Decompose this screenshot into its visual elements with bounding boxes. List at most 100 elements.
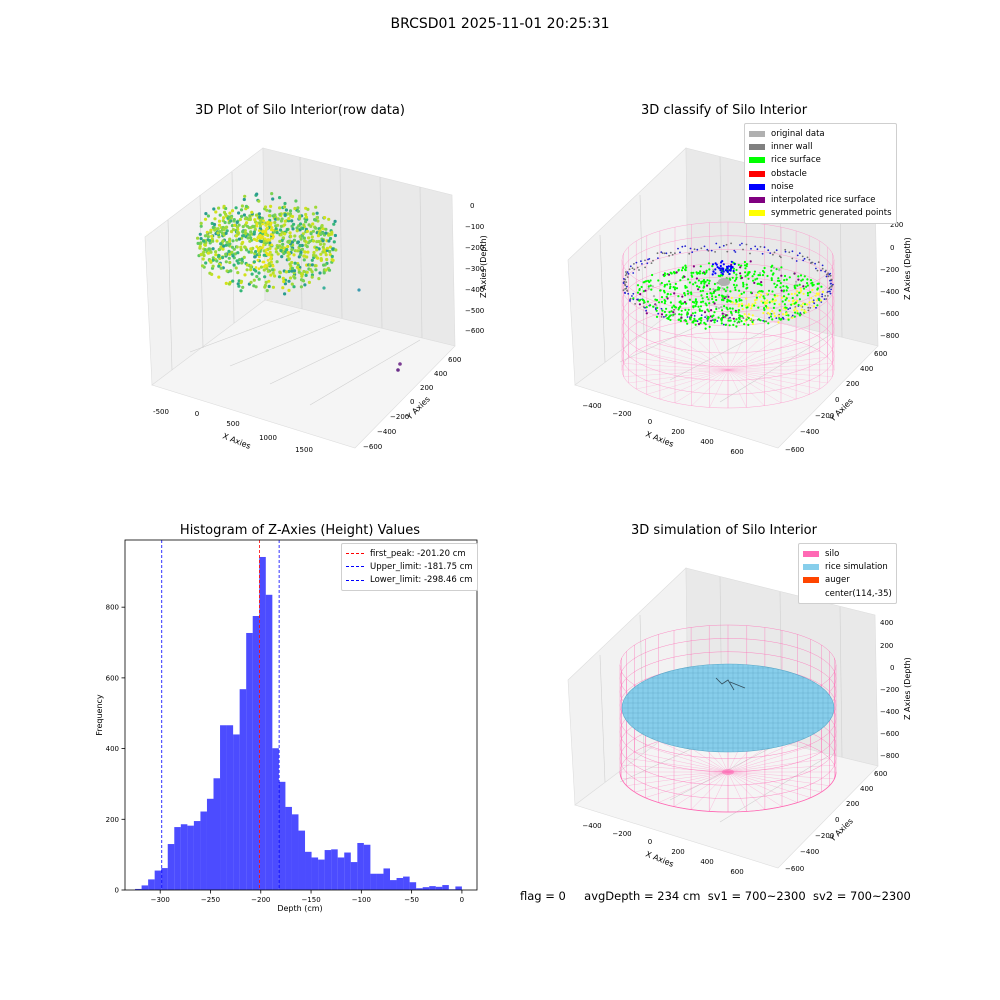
sim-xtick: 200 bbox=[671, 848, 684, 856]
classified-point bbox=[739, 272, 742, 275]
classified-point bbox=[796, 312, 799, 315]
noise-point bbox=[821, 264, 824, 267]
classified-point bbox=[660, 296, 664, 299]
classified-point bbox=[665, 295, 668, 298]
noise-point bbox=[696, 248, 699, 251]
legend-entry: interpolated rice surface bbox=[749, 193, 892, 206]
raw-point bbox=[218, 213, 222, 217]
classified-point bbox=[792, 299, 795, 302]
classified-point bbox=[809, 279, 813, 282]
classified-point bbox=[699, 305, 703, 308]
classified-point bbox=[790, 292, 793, 296]
raw-point bbox=[293, 261, 297, 265]
classified-point bbox=[686, 322, 689, 325]
classified-point bbox=[684, 286, 687, 289]
classified-point bbox=[777, 314, 780, 317]
classified-point bbox=[696, 285, 699, 288]
classify-ztick: 0 bbox=[890, 244, 894, 252]
raw-point bbox=[276, 252, 280, 256]
raw-point bbox=[260, 236, 264, 240]
raw-point bbox=[314, 254, 318, 258]
silo-floor-spoke bbox=[645, 746, 729, 773]
classified-point bbox=[699, 270, 702, 273]
sim-ztick: −400 bbox=[880, 708, 899, 716]
sim-ytick: 200 bbox=[846, 800, 859, 808]
noise-point bbox=[719, 269, 722, 272]
histogram-bars bbox=[135, 556, 462, 890]
raw-point bbox=[299, 237, 303, 241]
silo-floor-spoke bbox=[727, 334, 765, 371]
raw-point bbox=[224, 231, 228, 235]
raw-point bbox=[268, 209, 272, 213]
raw-point bbox=[290, 282, 294, 286]
raw-point bbox=[249, 250, 253, 254]
raw-point bbox=[310, 235, 314, 239]
raw-point bbox=[255, 192, 259, 196]
classified-point bbox=[708, 268, 711, 271]
raw-point bbox=[196, 236, 200, 240]
classified-point bbox=[738, 314, 741, 317]
raw-point bbox=[308, 263, 312, 267]
raw-point bbox=[198, 244, 202, 249]
raw-point bbox=[315, 211, 319, 215]
silo-floor-spoke bbox=[621, 764, 729, 773]
noise-point bbox=[656, 252, 659, 255]
raw-point bbox=[281, 276, 285, 280]
classified-point bbox=[708, 279, 711, 282]
noise-point bbox=[731, 314, 733, 316]
classified-point bbox=[743, 264, 747, 267]
noise-point bbox=[823, 298, 826, 300]
classified-point bbox=[684, 319, 687, 322]
raw-ztick: −400 bbox=[465, 286, 484, 294]
classified-point bbox=[669, 314, 672, 317]
silo-floor-spoke bbox=[727, 369, 820, 390]
raw-point bbox=[262, 219, 265, 223]
classified-point bbox=[745, 306, 748, 309]
raw-point bbox=[327, 217, 331, 221]
sim-ytick: 0 bbox=[835, 816, 839, 824]
classified-point bbox=[702, 278, 706, 282]
raw-point bbox=[203, 243, 207, 247]
raw-point bbox=[273, 220, 277, 225]
raw-point bbox=[317, 239, 321, 244]
raw-point bbox=[275, 231, 279, 235]
classified-point bbox=[773, 294, 776, 297]
legend-label: noise bbox=[771, 181, 794, 192]
raw-point bbox=[215, 259, 219, 263]
classified-point bbox=[704, 302, 707, 305]
raw-point bbox=[237, 211, 241, 215]
raw-point bbox=[211, 258, 215, 262]
classified-point bbox=[793, 315, 796, 318]
raw-point bbox=[278, 228, 283, 232]
raw-point bbox=[275, 260, 279, 264]
silo-floor-spoke bbox=[658, 771, 729, 803]
legend-label: silo bbox=[825, 548, 840, 559]
noise-point bbox=[756, 248, 759, 251]
silo-floor-spoke bbox=[727, 771, 747, 812]
classified-point bbox=[666, 283, 669, 286]
classified-point bbox=[638, 303, 642, 306]
classified-point bbox=[798, 291, 801, 294]
legend-swatch bbox=[749, 170, 765, 177]
classified-point bbox=[725, 306, 728, 309]
classified-point bbox=[759, 319, 762, 322]
classified-point bbox=[753, 304, 756, 307]
noise-point bbox=[727, 317, 730, 320]
raw-point bbox=[242, 197, 246, 202]
noise-point bbox=[730, 260, 733, 263]
classified-point bbox=[688, 298, 692, 301]
classified-point bbox=[680, 302, 683, 305]
raw-point bbox=[227, 282, 231, 286]
classified-point bbox=[703, 285, 706, 288]
classified-point bbox=[781, 296, 784, 299]
silo-floor-spoke bbox=[727, 369, 833, 377]
classified-point bbox=[805, 303, 809, 306]
noise-point bbox=[830, 282, 832, 285]
raw-point bbox=[252, 230, 256, 234]
noise-point bbox=[815, 306, 817, 309]
silo-floor-spoke bbox=[628, 356, 729, 371]
raw-point bbox=[296, 209, 300, 213]
silo-floor-spoke bbox=[727, 356, 828, 371]
classified-point bbox=[791, 296, 794, 300]
noise-point bbox=[825, 298, 828, 300]
